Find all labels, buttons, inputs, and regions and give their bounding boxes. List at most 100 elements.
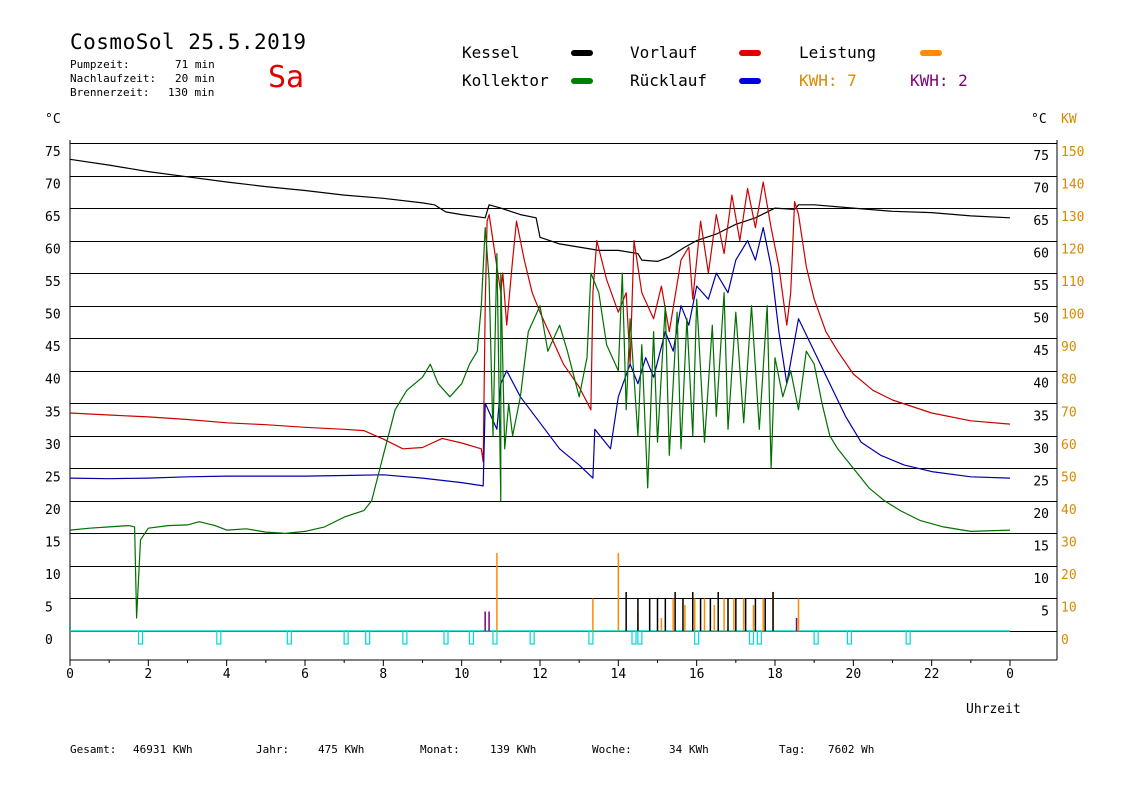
footer-gesamt-value: 46931 KWh bbox=[133, 743, 193, 756]
x-tick-label: 12 bbox=[532, 667, 548, 682]
y-tick-right-c: 20 bbox=[1033, 507, 1049, 522]
y-tick-right-kw: 120 bbox=[1061, 243, 1084, 258]
y-tick-left: 25 bbox=[45, 470, 61, 485]
footer-tag-label: Tag: bbox=[779, 743, 806, 756]
y-tick-right-kw: 10 bbox=[1061, 600, 1077, 615]
y-tick-right-c: 70 bbox=[1033, 182, 1049, 197]
x-tick-label: 0 bbox=[1006, 667, 1014, 682]
x-tick-label: 0 bbox=[66, 667, 74, 682]
pump-marker bbox=[748, 630, 755, 645]
y-tick-left: 0 bbox=[45, 633, 53, 648]
kessel-line bbox=[69, 158, 1011, 262]
y-tick-right-c: 10 bbox=[1033, 572, 1049, 587]
x-tick-label: 18 bbox=[767, 667, 783, 682]
pump-marker bbox=[846, 630, 853, 645]
legend-kwh-purple: KWH: 2 bbox=[910, 71, 968, 90]
y-tick-left: 45 bbox=[45, 340, 61, 355]
y-tick-right-kw: 130 bbox=[1061, 210, 1084, 225]
legend-ruecklauf-swatch bbox=[739, 78, 761, 84]
legend-kwh-orange: KWH: 7 bbox=[799, 71, 857, 90]
y-tick-right-c: 30 bbox=[1033, 442, 1049, 457]
info-brennerzeit-value: 130 min bbox=[168, 86, 215, 99]
legend-vorlauf-swatch bbox=[739, 50, 761, 56]
pump-marker bbox=[694, 630, 700, 645]
vorlauf-line bbox=[69, 181, 1011, 463]
footer-monat-value: 139 KWh bbox=[490, 743, 537, 756]
y-tick-right-c: 25 bbox=[1033, 474, 1049, 489]
x-tick-label: 6 bbox=[301, 667, 309, 682]
y-tick-right-c: 65 bbox=[1033, 214, 1049, 229]
info-pumpzeit-value: 71 min bbox=[175, 58, 215, 71]
y-tick-right-c: 55 bbox=[1033, 279, 1049, 294]
y-tick-right-c: 15 bbox=[1033, 539, 1049, 554]
y-tick-right-kw: 20 bbox=[1061, 568, 1077, 583]
legend-leistung-label: Leistung bbox=[799, 43, 877, 62]
y-tick-left: 35 bbox=[45, 405, 61, 420]
y-tick-right-kw: 100 bbox=[1061, 308, 1084, 323]
y-tick-left: 65 bbox=[45, 210, 61, 225]
y-tick-right-c: 45 bbox=[1033, 344, 1049, 359]
pump-marker bbox=[631, 630, 637, 645]
left-axis-unit: °C bbox=[45, 112, 61, 127]
pump-marker bbox=[402, 630, 408, 645]
y-tick-left: 55 bbox=[45, 275, 61, 290]
kollektor-line bbox=[69, 227, 1011, 619]
y-tick-left: 30 bbox=[45, 438, 61, 453]
y-tick-right-kw: 150 bbox=[1061, 145, 1084, 160]
y-tick-left: 50 bbox=[45, 308, 61, 323]
legend-ruecklauf-label: Rücklauf bbox=[630, 71, 708, 90]
pump-marker bbox=[905, 630, 911, 645]
y-tick-left: 10 bbox=[45, 568, 61, 583]
info-pumpzeit-label: Pumpzeit: bbox=[70, 58, 130, 71]
info-nachlaufzeit-label: Nachlaufzeit: bbox=[70, 72, 157, 85]
footer-jahr-value: 475 KWh bbox=[318, 743, 365, 756]
x-tick-label: 10 bbox=[454, 667, 470, 682]
y-tick-left: 20 bbox=[45, 503, 61, 518]
pump-marker bbox=[365, 630, 371, 645]
pump-marker bbox=[343, 630, 349, 645]
ruecklauf-line bbox=[69, 227, 1011, 487]
y-tick-right-c: 35 bbox=[1033, 409, 1049, 424]
y-tick-right-kw: 0 bbox=[1061, 633, 1069, 648]
y-tick-right-c: 5 bbox=[1041, 604, 1049, 619]
y-tick-right-kw: 110 bbox=[1061, 275, 1084, 290]
y-tick-left: 15 bbox=[45, 535, 61, 550]
y-tick-left: 75 bbox=[45, 145, 61, 160]
footer-woche-value: 34 KWh bbox=[669, 743, 709, 756]
x-tick-label: 2 bbox=[144, 667, 152, 682]
y-tick-right-kw: 50 bbox=[1061, 470, 1077, 485]
weekday-label: Sa bbox=[268, 60, 305, 95]
chart-title: CosmoSol 25.5.2019 bbox=[70, 30, 307, 54]
x-tick-label: 16 bbox=[689, 667, 705, 682]
y-tick-right-c: 75 bbox=[1033, 149, 1049, 164]
pump-marker bbox=[529, 630, 535, 645]
info-nachlaufzeit-value: 20 min bbox=[175, 72, 215, 85]
legend-leistung-swatch bbox=[920, 50, 942, 56]
legend-kollektor-swatch bbox=[571, 78, 593, 84]
y-tick-right-kw: 140 bbox=[1061, 178, 1084, 193]
y-tick-right-kw: 70 bbox=[1061, 405, 1077, 420]
x-tick-label: 8 bbox=[379, 667, 387, 682]
y-tick-right-kw: 80 bbox=[1061, 373, 1077, 388]
pump-marker bbox=[137, 630, 144, 645]
right-axis-unit-c: °C bbox=[1031, 112, 1047, 127]
pump-marker bbox=[468, 630, 475, 645]
pump-marker bbox=[588, 630, 594, 645]
footer-gesamt-label: Gesamt: bbox=[70, 743, 117, 756]
y-tick-right-kw: 40 bbox=[1061, 503, 1077, 518]
footer-woche-label: Woche: bbox=[592, 743, 632, 756]
info-brennerzeit-label: Brennerzeit: bbox=[70, 86, 150, 99]
legend-kessel-label: Kessel bbox=[462, 43, 520, 62]
right-axis-unit-kw: KW bbox=[1061, 112, 1077, 127]
y-tick-right-kw: 30 bbox=[1061, 535, 1077, 550]
x-tick-label: 20 bbox=[846, 667, 862, 682]
y-tick-left: 60 bbox=[45, 243, 61, 258]
x-tick-label: 22 bbox=[924, 667, 940, 682]
x-axis-label: Uhrzeit bbox=[966, 702, 1021, 717]
pump-marker bbox=[813, 630, 819, 645]
y-tick-right-c: 60 bbox=[1033, 247, 1049, 262]
y-tick-right-kw: 60 bbox=[1061, 438, 1077, 453]
pump-marker bbox=[637, 630, 643, 645]
pump-marker bbox=[756, 630, 762, 645]
